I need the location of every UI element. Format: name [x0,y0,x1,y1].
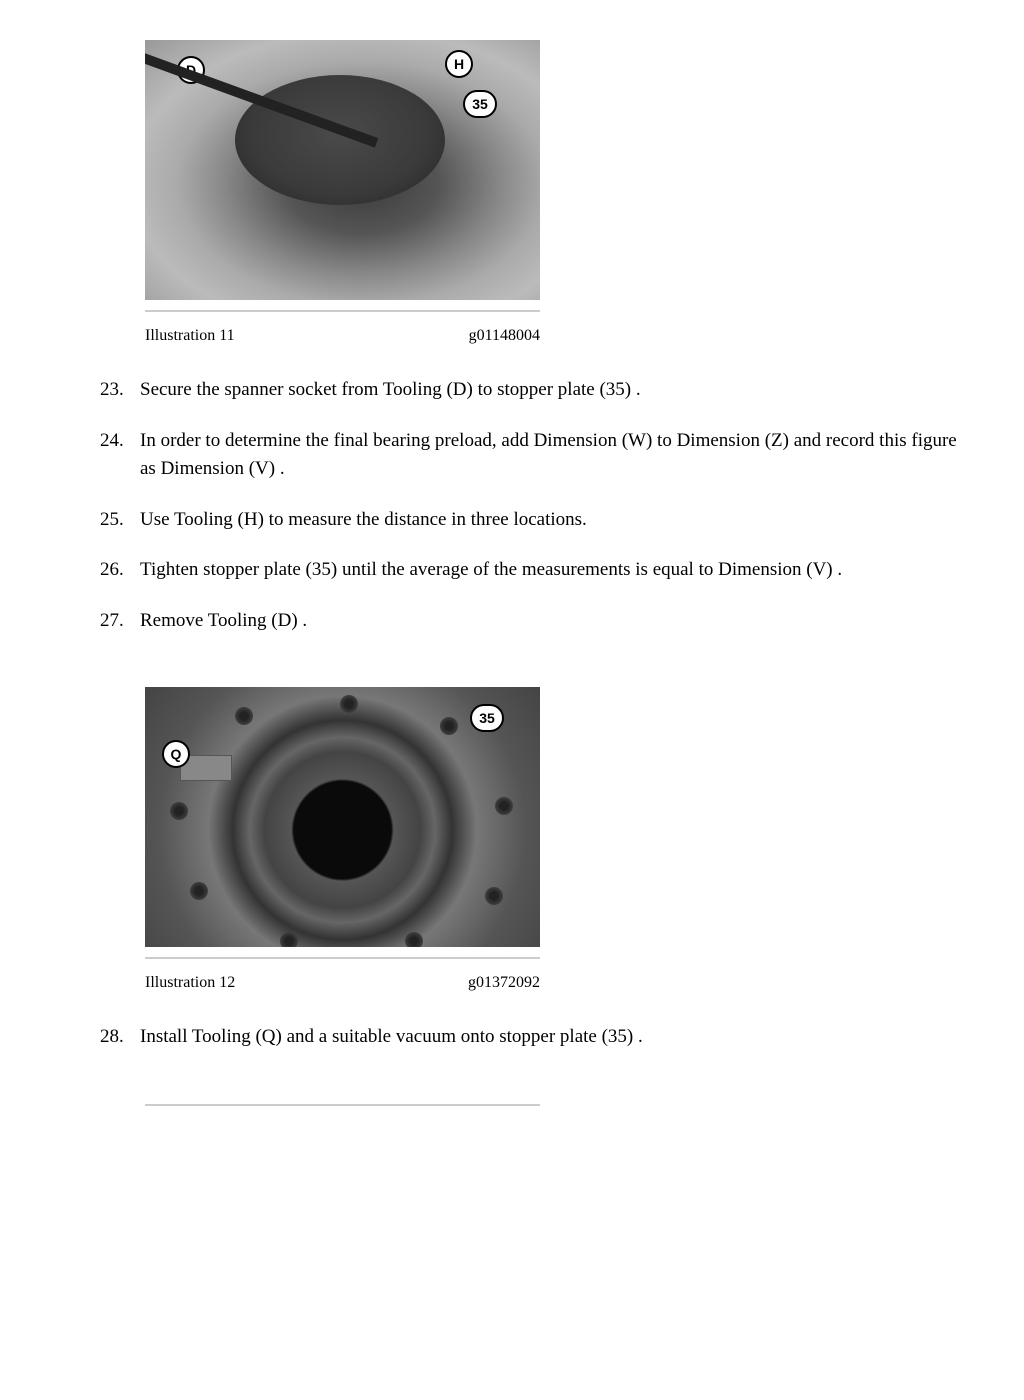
step-text: Use Tooling (H) to measure the distance … [140,506,964,535]
callout-d: D [177,56,205,84]
caption-divider-12 [145,957,540,959]
step-number: 26. [100,556,140,585]
step-text: Tighten stopper plate (35) until the ave… [140,556,964,585]
step-item: 24. In order to determine the final bear… [100,427,964,484]
caption-row-11: Illustration 11 g01148004 [145,324,540,348]
caption-divider-13 [145,1104,540,1106]
step-item: 26. Tighten stopper plate (35) until the… [100,556,964,585]
figure-13-block-partial [145,1104,964,1106]
figure-11-block: D H 35 Illustration 11 g01148004 [145,40,964,348]
callout-35-fig12: 35 [470,704,504,732]
step-text: Remove Tooling (D) . [140,607,964,636]
step-item: 25. Use Tooling (H) to measure the dista… [100,506,964,535]
caption-divider-11 [145,310,540,312]
step-number: 28. [100,1023,140,1052]
step-number: 27. [100,607,140,636]
illustration-12-image: Q 35 [145,687,540,947]
illustration-11-label: Illustration 11 [145,324,235,348]
callout-q: Q [162,740,190,768]
illustration-12-code: g01372092 [468,971,540,995]
step-item: 28. Install Tooling (Q) and a suitable v… [100,1023,964,1052]
figure-12-block: Q 35 Illustration 12 g01372092 [145,687,964,995]
illustration-11-code: g01148004 [469,324,540,348]
steps-list-1: 23. Secure the spanner socket from Tooli… [100,376,964,635]
step-text: Secure the spanner socket from Tooling (… [140,376,964,405]
illustration-11-image: D H 35 [145,40,540,300]
steps-list-2: 28. Install Tooling (Q) and a suitable v… [100,1023,964,1052]
step-number: 24. [100,427,140,484]
callout-h: H [445,50,473,78]
step-number: 23. [100,376,140,405]
step-item: 23. Secure the spanner socket from Tooli… [100,376,964,405]
step-text: Install Tooling (Q) and a suitable vacuu… [140,1023,964,1052]
step-number: 25. [100,506,140,535]
callout-35-fig11: 35 [463,90,497,118]
step-text: In order to determine the final bearing … [140,427,964,484]
caption-row-12: Illustration 12 g01372092 [145,971,540,995]
illustration-12-label: Illustration 12 [145,971,235,995]
step-item: 27. Remove Tooling (D) . [100,607,964,636]
